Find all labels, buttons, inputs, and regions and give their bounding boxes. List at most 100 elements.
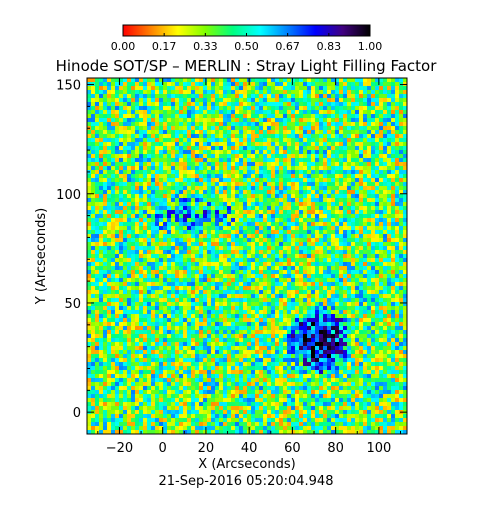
heatmap-cell xyxy=(239,162,243,166)
heatmap-cell xyxy=(115,94,119,98)
heatmap-cell xyxy=(231,274,235,278)
heatmap-cell xyxy=(379,174,383,178)
heatmap-cell xyxy=(107,174,111,178)
heatmap-cell xyxy=(95,110,99,114)
heatmap-cell xyxy=(167,306,171,310)
heatmap-cell xyxy=(223,246,227,250)
heatmap-cell xyxy=(183,270,187,274)
heatmap-cell xyxy=(311,290,315,294)
heatmap-cell xyxy=(311,306,315,310)
heatmap-cell xyxy=(171,222,175,226)
heatmap-cell xyxy=(155,242,159,246)
heatmap-cell xyxy=(371,150,375,154)
heatmap-cell xyxy=(303,218,307,222)
heatmap-cell xyxy=(179,146,183,150)
heatmap-cell xyxy=(247,306,251,310)
heatmap-cell xyxy=(183,246,187,250)
heatmap-cell xyxy=(323,266,327,270)
heatmap-cell xyxy=(259,238,263,242)
heatmap-cell xyxy=(243,290,247,294)
heatmap-cell xyxy=(171,274,175,278)
heatmap-cell xyxy=(231,278,235,282)
heatmap-cell xyxy=(347,222,351,226)
heatmap-cell xyxy=(171,102,175,106)
heatmap-cell xyxy=(235,254,239,258)
heatmap-cell xyxy=(223,274,227,278)
heatmap-cell xyxy=(327,170,331,174)
heatmap-cell xyxy=(219,230,223,234)
heatmap-cell xyxy=(359,126,363,130)
heatmap-cell xyxy=(275,126,279,130)
heatmap-cell xyxy=(263,90,267,94)
heatmap-cell xyxy=(203,258,207,262)
heatmap-cell xyxy=(363,138,367,142)
heatmap-cell xyxy=(91,86,95,90)
heatmap-cell xyxy=(175,318,179,322)
heatmap-cell xyxy=(139,222,143,226)
heatmap-cell xyxy=(155,166,159,170)
heatmap-cell xyxy=(387,186,391,190)
heatmap-cell xyxy=(271,134,275,138)
heatmap-cell xyxy=(387,114,391,118)
heatmap-cell xyxy=(187,222,191,226)
heatmap-cell xyxy=(199,174,203,178)
heatmap-cell xyxy=(395,226,399,230)
heatmap-cell xyxy=(195,206,199,210)
heatmap-cell xyxy=(395,202,399,206)
heatmap-cell xyxy=(107,306,111,310)
heatmap-cell xyxy=(87,186,91,190)
heatmap-cell xyxy=(107,254,111,258)
heatmap-cell xyxy=(275,298,279,302)
heatmap-cell xyxy=(223,94,227,98)
heatmap-cell xyxy=(327,134,331,138)
heatmap-cell xyxy=(303,318,307,322)
heatmap-cell xyxy=(299,302,303,306)
heatmap-cell xyxy=(119,322,123,326)
heatmap-cell xyxy=(99,302,103,306)
heatmap-cell xyxy=(239,314,243,318)
heatmap-cell xyxy=(255,178,259,182)
heatmap-cell xyxy=(151,126,155,130)
heatmap-cell xyxy=(195,174,199,178)
heatmap-cell xyxy=(363,246,367,250)
heatmap-cell xyxy=(123,302,127,306)
heatmap-cell xyxy=(279,182,283,186)
heatmap-cell xyxy=(127,254,131,258)
heatmap-cell xyxy=(155,110,159,114)
heatmap-cell xyxy=(331,90,335,94)
heatmap-cell xyxy=(187,170,191,174)
heatmap-cell xyxy=(251,242,255,246)
heatmap-cell xyxy=(107,114,111,118)
heatmap-cell xyxy=(179,214,183,218)
heatmap-cell xyxy=(179,110,183,114)
heatmap-cell xyxy=(263,130,267,134)
heatmap-cell xyxy=(311,254,315,258)
heatmap-cell xyxy=(263,310,267,314)
heatmap-cell xyxy=(307,282,311,286)
heatmap-cell xyxy=(143,326,147,330)
heatmap-cell xyxy=(203,86,207,90)
heatmap-cell xyxy=(199,206,203,210)
heatmap-cell xyxy=(99,150,103,154)
heatmap-cell xyxy=(383,258,387,262)
heatmap-cell xyxy=(211,126,215,130)
heatmap-cell xyxy=(99,194,103,198)
heatmap-cell xyxy=(387,170,391,174)
heatmap-cell xyxy=(135,322,139,326)
heatmap-cell xyxy=(147,278,151,282)
heatmap-cell xyxy=(351,158,355,162)
heatmap-cell xyxy=(251,146,255,150)
heatmap-cell xyxy=(195,294,199,298)
heatmap-cell xyxy=(339,278,343,282)
heatmap-cell xyxy=(279,154,283,158)
heatmap-cell xyxy=(355,226,359,230)
heatmap-cell xyxy=(203,150,207,154)
heatmap-cell xyxy=(187,146,191,150)
heatmap-cell xyxy=(107,118,111,122)
heatmap-cell xyxy=(343,194,347,198)
heatmap-cell xyxy=(279,270,283,274)
heatmap-cell xyxy=(395,318,399,322)
heatmap-cell xyxy=(239,262,243,266)
heatmap-cell xyxy=(139,122,143,126)
heatmap-cell xyxy=(363,190,367,194)
